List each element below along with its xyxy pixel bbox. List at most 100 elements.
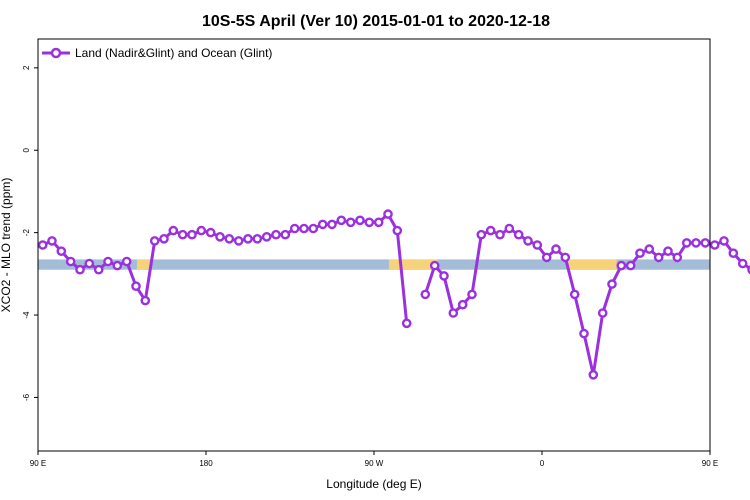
data-point — [37, 240, 48, 250]
data-point — [252, 233, 263, 244]
y-tick-label: -2 — [22, 229, 31, 237]
data-point — [569, 289, 580, 300]
data-point — [261, 231, 272, 242]
data-point — [653, 252, 664, 263]
data-point — [280, 229, 291, 240]
y-tick-label: -4 — [22, 311, 31, 319]
series-layer — [37, 209, 750, 380]
data-point — [159, 233, 169, 244]
data-point — [532, 240, 543, 250]
x-tick-label: 90 E — [30, 459, 46, 468]
data-point — [644, 244, 655, 254]
data-point — [364, 217, 375, 228]
data-point — [345, 217, 356, 228]
data-point — [336, 215, 347, 226]
data-point — [84, 258, 95, 269]
surface-type-band — [38, 259, 710, 270]
data-point — [224, 233, 235, 244]
land-segment — [568, 259, 617, 270]
data-point — [560, 252, 571, 263]
data-point — [663, 246, 673, 256]
data-point — [504, 223, 515, 234]
data-point — [65, 256, 76, 267]
data-point — [709, 240, 720, 250]
data-point — [457, 299, 468, 310]
data-point — [439, 271, 449, 281]
legend-marker-swatch — [50, 47, 62, 59]
land-segment — [136, 259, 150, 270]
data-point — [317, 219, 328, 230]
data-point — [625, 260, 636, 271]
chart-title: 10S-5S April (Ver 10) 2015-01-01 to 2020… — [202, 13, 550, 30]
data-point — [719, 236, 729, 246]
data-point — [205, 227, 216, 238]
data-point — [243, 233, 253, 244]
x-axis: 90 E 180 90 W 0 90 E — [30, 451, 718, 468]
plot-frame — [37, 38, 711, 452]
data-point — [103, 256, 113, 267]
x-tick-label: 90 E — [702, 459, 718, 468]
y-axis: 2 0 -2 -4 -6 — [22, 65, 38, 401]
ocean-band — [38, 259, 710, 270]
y-tick-label: 2 — [22, 65, 31, 70]
data-point — [75, 264, 85, 275]
series-line — [423, 227, 750, 377]
data-point — [289, 223, 300, 234]
data-point — [373, 217, 384, 228]
data-point — [476, 229, 487, 240]
data-point — [523, 236, 533, 246]
x-tick-label: 180 — [199, 459, 213, 468]
data-point — [737, 258, 748, 269]
data-point — [429, 260, 440, 271]
data-point — [513, 229, 524, 240]
data-point — [383, 209, 393, 219]
data-point — [635, 248, 645, 258]
data-point — [579, 328, 589, 339]
data-point — [448, 308, 459, 318]
data-point — [112, 260, 123, 271]
data-point — [597, 308, 608, 318]
land-segment — [388, 259, 438, 270]
data-point — [401, 318, 412, 329]
data-point — [233, 236, 244, 246]
data-point — [700, 238, 711, 248]
data-point — [121, 256, 132, 267]
data-point — [467, 289, 477, 300]
x-axis-label: Longitude (deg E) — [326, 477, 421, 491]
data-point — [420, 289, 431, 300]
data-point — [616, 260, 627, 271]
legend-label: Land (Nadir&Glint) and Ocean (Glint) — [75, 46, 272, 60]
data-point — [271, 229, 281, 240]
data-point — [541, 252, 552, 263]
data-point — [299, 223, 309, 234]
data-point — [691, 238, 701, 248]
data-point — [56, 246, 67, 256]
data-point — [168, 225, 179, 236]
y-tick-label: -6 — [22, 393, 31, 401]
y-axis-label: XCO2 - MLO trend (ppm) — [0, 178, 13, 313]
data-point — [728, 248, 739, 258]
data-point — [327, 219, 337, 230]
legend: Land (Nadir&Glint) and Ocean (Glint) — [42, 46, 272, 60]
x-tick-label: 90 W — [365, 459, 384, 468]
data-point — [355, 215, 365, 226]
data-point — [140, 295, 151, 306]
data-point — [149, 236, 160, 246]
data-point — [131, 281, 141, 292]
data-point — [392, 225, 403, 236]
data-point — [47, 236, 57, 246]
data-point — [681, 238, 692, 248]
y-tick-label: 0 — [22, 147, 31, 152]
data-point — [485, 225, 496, 236]
data-point — [551, 244, 561, 254]
data-point — [672, 252, 683, 263]
data-point — [588, 369, 599, 380]
x-tick-label: 0 — [540, 459, 545, 468]
data-point — [93, 264, 104, 275]
data-point — [308, 223, 319, 234]
data-point — [177, 229, 188, 240]
data-point — [187, 229, 197, 240]
data-point — [215, 231, 225, 242]
data-point — [607, 279, 617, 289]
